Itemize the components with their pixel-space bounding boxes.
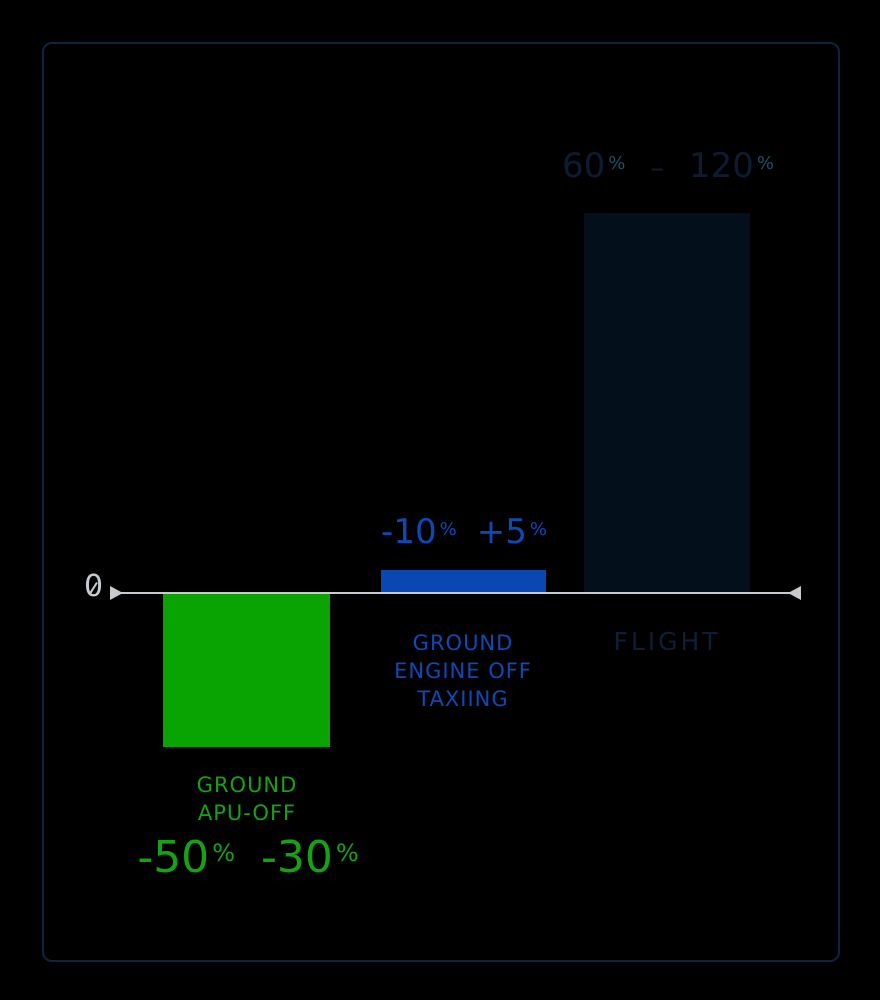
- axis-right-arrow-icon: [788, 586, 801, 600]
- taxi-value-low-value: -10: [381, 512, 437, 552]
- taxi-category-line: ENGINE OFF: [394, 659, 532, 683]
- baseline-axis: [118, 592, 790, 594]
- flight-category-label: FLIGHT: [613, 627, 721, 656]
- apu-value-low: -50%: [137, 836, 235, 880]
- chart-panel-border: [42, 42, 840, 962]
- apu-value-low-value: -50: [137, 832, 210, 883]
- taxi-value-low: -10%: [381, 515, 457, 549]
- flight-range-low: 60%: [562, 149, 625, 183]
- flight-range-high-value: 120: [688, 146, 754, 186]
- range-dash: –: [650, 151, 665, 184]
- taxi-category-line: GROUND: [412, 631, 514, 655]
- flight-bar: [584, 213, 750, 592]
- percent-sign: %: [529, 518, 547, 540]
- axis-left-arrow-icon: [110, 586, 123, 600]
- percent-sign: %: [756, 152, 774, 174]
- apu-category-line: GROUND: [196, 773, 298, 797]
- flight-range-low-value: 60: [562, 146, 606, 186]
- apu-value-high-value: -30: [261, 832, 333, 883]
- taxi-value-high: +5%: [477, 515, 547, 549]
- percent-sign: %: [212, 839, 235, 868]
- percent-sign: %: [439, 518, 457, 540]
- apu-value-high: -30%: [261, 836, 359, 880]
- flight-range-high: 120%: [689, 149, 774, 183]
- percent-sign: %: [335, 839, 359, 868]
- apu-values-label: -50% -30%: [136, 836, 360, 880]
- apu-category-label: GROUND APU-OFF: [136, 771, 358, 827]
- taxi-category-label: GROUND ENGINE OFF TAXIING: [352, 629, 574, 713]
- flight-range-label: 60% – 120%: [562, 149, 774, 183]
- taxi-category-line: TAXIING: [417, 687, 509, 711]
- taxi-bar: [381, 570, 546, 592]
- taxi-value-high-value: +5: [476, 512, 527, 552]
- taxi-values-label: -10% +5%: [378, 515, 550, 549]
- percent-sign: %: [608, 152, 626, 174]
- axis-zero-label: 0: [84, 569, 104, 604]
- apu-bar: [163, 594, 330, 747]
- apu-category-line: APU-OFF: [197, 801, 297, 825]
